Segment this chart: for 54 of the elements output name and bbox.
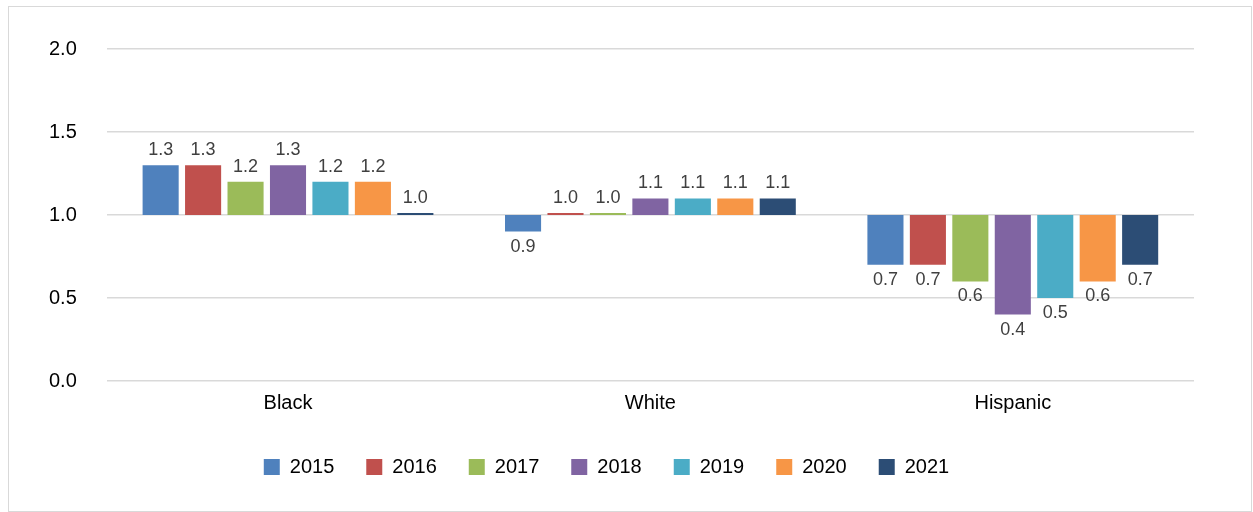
bar — [909, 215, 946, 265]
legend-label: 2020 — [802, 454, 847, 477]
bar — [142, 165, 179, 215]
legend-label: 2015 — [289, 454, 335, 477]
legend-label: 2016 — [392, 454, 437, 477]
x-tick-label: Black — [263, 390, 314, 413]
data-label: 1.0 — [552, 186, 579, 207]
bar — [632, 198, 669, 215]
bar — [952, 215, 989, 282]
data-label: 0.5 — [1042, 301, 1068, 322]
bar — [185, 165, 222, 215]
bar — [227, 181, 264, 215]
data-label: 0.6 — [957, 285, 983, 306]
data-label: 1.2 — [317, 155, 343, 176]
data-label: 1.1 — [765, 172, 791, 193]
data-label: 1.0 — [595, 186, 621, 207]
legend-label: 2017 — [494, 454, 540, 477]
data-label: 1.3 — [190, 139, 216, 160]
data-label: 1.2 — [233, 155, 259, 176]
bar — [505, 215, 542, 232]
data-label: 1.2 — [360, 155, 386, 176]
data-label: 1.0 — [402, 186, 428, 207]
data-label: 1.1 — [637, 172, 663, 193]
x-tick-label: Hispanic — [974, 390, 1052, 413]
y-tick-label: 1.5 — [48, 119, 77, 142]
y-tick-label: 2.0 — [48, 36, 77, 59]
data-label: 0.9 — [510, 235, 536, 256]
legend-label: 2021 — [904, 454, 950, 477]
bar — [717, 198, 754, 215]
bar — [867, 215, 904, 265]
bar — [759, 198, 796, 215]
data-label: 0.7 — [872, 268, 898, 289]
data-label: 0.7 — [1127, 268, 1153, 289]
data-label: 0.6 — [1085, 285, 1111, 306]
bar — [994, 215, 1031, 315]
bar — [674, 198, 711, 215]
bar — [312, 181, 349, 215]
data-label: 1.3 — [148, 139, 174, 160]
data-label: 0.7 — [915, 268, 941, 289]
legend-label: 2018 — [597, 454, 642, 477]
data-label: 0.4 — [1000, 318, 1026, 339]
legend-label: 2019 — [699, 454, 745, 477]
data-label: 1.1 — [722, 172, 748, 193]
x-tick-label: White — [624, 390, 676, 413]
data-label: 1.3 — [275, 139, 301, 160]
y-tick-label: 0.5 — [48, 285, 77, 308]
bar — [1037, 215, 1074, 298]
bar — [1122, 215, 1159, 265]
y-tick-label: 1.0 — [48, 202, 77, 225]
bar — [354, 181, 391, 215]
bar — [269, 165, 307, 215]
bar — [1079, 215, 1116, 282]
data-label: 1.1 — [680, 172, 706, 193]
y-tick-label: 0.0 — [48, 368, 77, 391]
